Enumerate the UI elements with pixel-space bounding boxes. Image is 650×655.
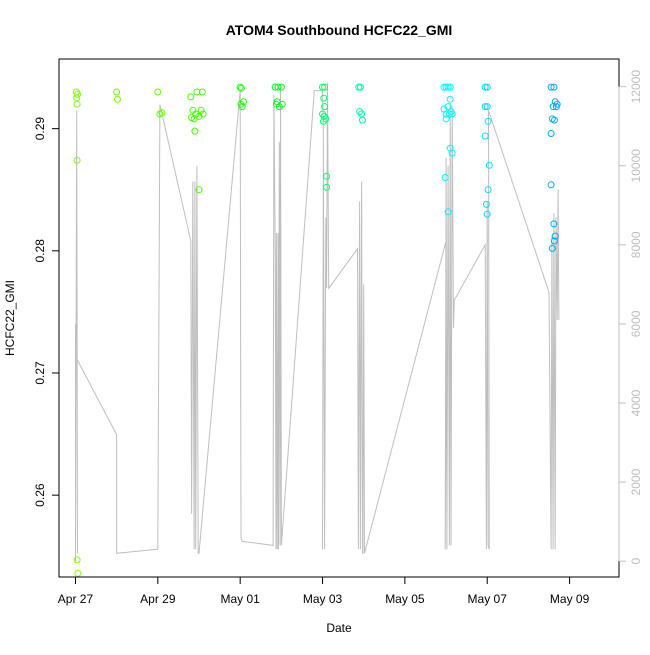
data-point: [484, 117, 492, 125]
y-tick-label: 0.28: [33, 239, 47, 263]
data-point: [448, 110, 456, 118]
data-point: [73, 556, 81, 564]
x-tick-label: Apr 27: [58, 592, 94, 606]
y-tick-label: 0.29: [33, 117, 47, 141]
data-point: [198, 88, 206, 96]
data-point: [481, 132, 489, 140]
data-point: [154, 88, 162, 96]
data-point: [193, 88, 201, 96]
x-tick-label: Apr 29: [140, 592, 176, 606]
line-series: [75, 82, 560, 562]
data-point: [548, 244, 556, 252]
data-point: [236, 83, 244, 91]
data-point: [74, 569, 82, 577]
data-point: [319, 83, 326, 91]
data-point: [446, 83, 454, 91]
y-axis: 0.26 0.27 0.28 0.29: [33, 117, 60, 507]
y-tick-label: 0.27: [33, 361, 47, 385]
data-point: [547, 181, 555, 189]
line-series-path: [75, 82, 560, 562]
data-point: [550, 83, 558, 91]
data-point: [158, 109, 166, 117]
data-point: [195, 186, 203, 194]
x-tick-label: May 05: [385, 592, 425, 606]
data-point: [323, 172, 331, 180]
y-tick-label: 0.26: [33, 483, 47, 507]
y2-tick-label: 2000: [629, 468, 643, 495]
data-point: [74, 90, 81, 98]
scatter-points: [72, 83, 561, 577]
data-point: [321, 103, 329, 111]
data-point: [550, 116, 558, 124]
data-point: [482, 200, 490, 208]
data-point: [319, 117, 327, 125]
data-point: [551, 98, 559, 106]
data-point: [481, 83, 489, 91]
data-point: [273, 98, 281, 106]
data-point: [445, 110, 453, 118]
data-point: [323, 183, 331, 191]
x-tick-label: May 01: [220, 592, 260, 606]
data-point: [483, 210, 491, 218]
data-point: [188, 114, 196, 122]
data-point: [483, 83, 491, 91]
data-point: [547, 130, 555, 137]
data-point: [237, 84, 245, 92]
data-point: [484, 186, 492, 194]
x-axis: Apr 27 Apr 29 May 01 May 03 May 05 May 07 May …: [58, 576, 590, 606]
data-point: [199, 110, 207, 118]
data-point: [444, 208, 452, 216]
data-point: [320, 94, 328, 102]
y2-axis: 0 2000 4000 6000 8000 10000 12000: [618, 70, 643, 565]
data-point: [322, 115, 330, 123]
data-point: [277, 83, 285, 91]
data-point: [187, 93, 195, 101]
data-point: [73, 156, 81, 164]
y2-tick-label: 10000: [629, 149, 643, 183]
data-point: [237, 100, 245, 108]
data-point: [444, 83, 452, 91]
y2-tick-label: 0: [629, 558, 643, 565]
data-point: [552, 103, 560, 111]
data-point: [274, 83, 282, 91]
y2-tick-label: 6000: [629, 310, 643, 337]
data-point: [446, 95, 454, 103]
chart-title: ATOM4 Southbound HCFC22_GMI: [226, 22, 453, 38]
data-point: [481, 103, 489, 111]
data-point: [551, 232, 559, 240]
data-point: [483, 103, 491, 111]
y2-tick-label: 8000: [629, 231, 643, 258]
data-point: [356, 83, 364, 91]
y2-tick-label: 12000: [629, 70, 643, 104]
data-point: [442, 83, 450, 91]
data-point: [547, 83, 555, 91]
data-point: [441, 174, 449, 181]
data-point: [550, 237, 558, 245]
data-point: [448, 149, 456, 157]
data-point: [114, 95, 121, 103]
y2-tick-label: 4000: [629, 389, 643, 416]
x-tick-label: May 03: [303, 592, 343, 606]
plot-frame: [58, 58, 620, 578]
x-tick-label: May 09: [550, 592, 590, 606]
data-point: [321, 83, 329, 91]
x-axis-label: Date: [326, 621, 352, 635]
data-point: [485, 161, 493, 169]
data-point: [197, 106, 205, 114]
data-point: [73, 100, 81, 108]
y-axis-label: HCFC22_GMI: [3, 280, 17, 356]
data-point: [113, 88, 121, 96]
data-point: [359, 116, 366, 124]
x-tick-label: May 07: [468, 592, 508, 606]
data-point: [442, 115, 450, 123]
data-point: [191, 127, 199, 135]
data-point: [550, 220, 558, 228]
